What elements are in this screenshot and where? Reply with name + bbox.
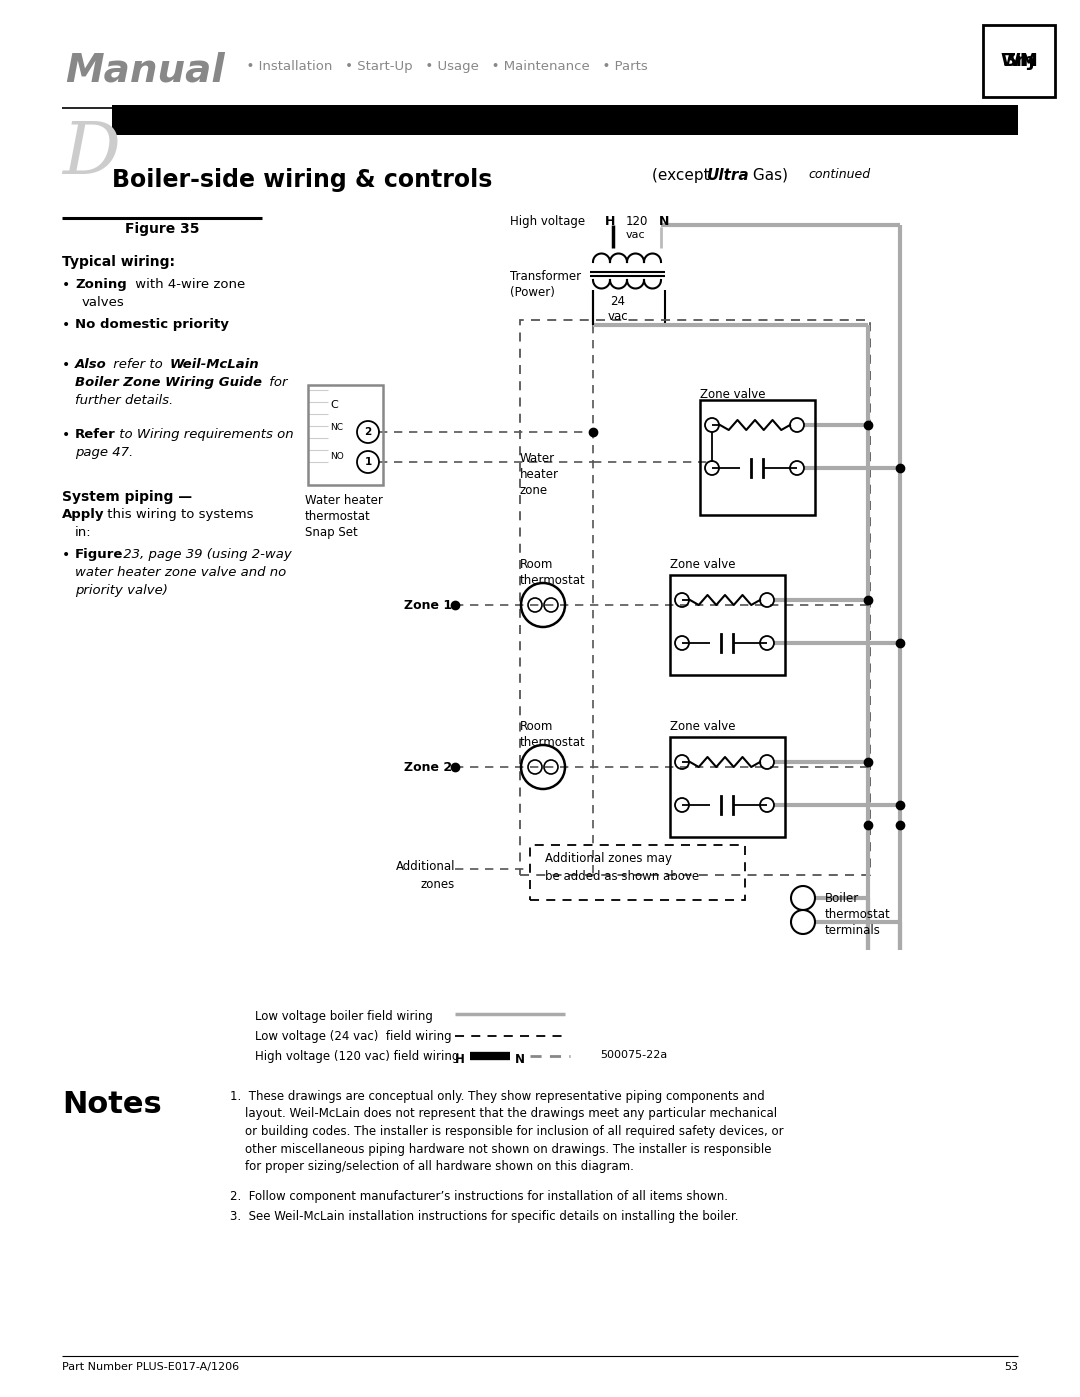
Text: •: • — [62, 427, 75, 441]
Text: with 4-wire zone: with 4-wire zone — [131, 278, 245, 291]
Text: (Power): (Power) — [510, 286, 555, 299]
Text: be added as shown above: be added as shown above — [545, 870, 699, 883]
Text: thermostat: thermostat — [519, 574, 585, 587]
Circle shape — [357, 420, 379, 443]
Text: terminals: terminals — [825, 923, 881, 937]
Text: Manual: Manual — [65, 52, 225, 89]
Text: Water heater: Water heater — [305, 495, 383, 507]
Text: H: H — [605, 215, 616, 228]
Text: Zone 1: Zone 1 — [404, 598, 453, 612]
Text: NC: NC — [330, 423, 343, 432]
Text: C: C — [330, 400, 338, 409]
Text: • Installation   • Start-Up   • Usage   • Maintenance   • Parts: • Installation • Start-Up • Usage • Main… — [238, 60, 648, 73]
Bar — [700, 400, 815, 515]
Bar — [308, 386, 383, 485]
Text: 2: 2 — [364, 427, 372, 437]
Text: Water: Water — [519, 453, 555, 465]
Text: Room: Room — [519, 719, 553, 733]
Text: 53: 53 — [1004, 1362, 1018, 1372]
Text: Boiler: Boiler — [825, 893, 860, 905]
Circle shape — [791, 886, 815, 909]
Text: refer to: refer to — [109, 358, 167, 372]
Text: Ultra: Ultra — [707, 168, 750, 183]
Circle shape — [791, 909, 815, 935]
Text: D: D — [62, 117, 120, 189]
Text: heater: heater — [519, 468, 559, 481]
Text: N: N — [515, 1053, 525, 1066]
Text: •: • — [62, 548, 75, 562]
Text: Refer: Refer — [75, 427, 116, 441]
Text: Room: Room — [519, 557, 553, 571]
Text: thermostat: thermostat — [519, 736, 585, 749]
Text: Boiler-side wiring & controls: Boiler-side wiring & controls — [112, 168, 492, 191]
Text: Boiler Zone Wiring Guide: Boiler Zone Wiring Guide — [75, 376, 262, 388]
Text: Ʒɱ: Ʒɱ — [1002, 52, 1036, 70]
Text: zones: zones — [421, 877, 455, 891]
Text: 120: 120 — [626, 215, 648, 228]
Text: Additional zones may: Additional zones may — [545, 852, 672, 865]
Bar — [670, 738, 785, 837]
Text: •: • — [62, 358, 75, 372]
Text: Zone valve: Zone valve — [670, 557, 735, 571]
Text: thermostat: thermostat — [825, 908, 891, 921]
Bar — [112, 105, 1018, 136]
Text: •: • — [62, 278, 75, 292]
Text: N: N — [659, 215, 670, 228]
Text: Zone valve: Zone valve — [670, 719, 735, 733]
Text: High voltage (120 vac) field wiring: High voltage (120 vac) field wiring — [255, 1051, 459, 1063]
Text: zone: zone — [519, 483, 549, 497]
Text: Figure: Figure — [75, 548, 123, 562]
Text: 2.  Follow component manufacturer’s instructions for installation of all items s: 2. Follow component manufacturer’s instr… — [230, 1190, 728, 1203]
Text: vac: vac — [608, 310, 629, 323]
Bar — [670, 576, 785, 675]
Text: •: • — [62, 319, 75, 332]
Text: this wiring to systems: this wiring to systems — [103, 509, 254, 521]
Text: Low voltage boiler field wiring: Low voltage boiler field wiring — [255, 1010, 433, 1023]
Text: Zone 2: Zone 2 — [404, 760, 453, 774]
Text: H: H — [455, 1053, 464, 1066]
Text: Apply: Apply — [62, 509, 105, 521]
Text: WM: WM — [1000, 52, 1038, 70]
Text: priority valve): priority valve) — [75, 584, 167, 597]
Circle shape — [357, 451, 379, 474]
Text: Typical wiring:: Typical wiring: — [62, 256, 175, 270]
Text: NO: NO — [330, 453, 343, 461]
Text: Transformer: Transformer — [510, 270, 581, 284]
Text: further details.: further details. — [75, 394, 173, 407]
Bar — [519, 320, 870, 875]
Text: 1.  These drawings are conceptual only. They show representative piping componen: 1. These drawings are conceptual only. T… — [230, 1090, 784, 1173]
Text: Notes: Notes — [62, 1090, 162, 1119]
Text: to Wiring requirements on: to Wiring requirements on — [114, 427, 294, 441]
Text: Zoning: Zoning — [75, 278, 126, 291]
Text: Gas): Gas) — [748, 168, 788, 183]
Bar — [530, 845, 745, 900]
Text: 3.  See Weil-McLain installation instructions for specific details on installing: 3. See Weil-McLain installation instruct… — [230, 1210, 739, 1222]
Text: No domestic priority: No domestic priority — [75, 319, 229, 331]
Text: valves: valves — [82, 296, 125, 309]
Text: thermostat: thermostat — [305, 510, 370, 522]
Text: Zone valve: Zone valve — [700, 388, 766, 401]
Text: Additional: Additional — [395, 861, 455, 873]
Text: Figure 35: Figure 35 — [125, 222, 199, 236]
Text: Low voltage (24 vac)  field wiring: Low voltage (24 vac) field wiring — [255, 1030, 451, 1044]
Text: Also: Also — [75, 358, 107, 372]
Text: water heater zone valve and no: water heater zone valve and no — [75, 566, 286, 578]
Text: Snap Set: Snap Set — [305, 527, 357, 539]
Text: 23, page 39 (using 2-way: 23, page 39 (using 2-way — [119, 548, 292, 562]
Text: continued: continued — [808, 168, 870, 182]
Text: 1: 1 — [364, 457, 372, 467]
Text: for: for — [265, 376, 287, 388]
Text: System piping —: System piping — — [62, 490, 192, 504]
Text: page 47.: page 47. — [75, 446, 133, 460]
Text: (except: (except — [652, 168, 715, 183]
Text: High voltage: High voltage — [510, 215, 585, 228]
Text: 24: 24 — [610, 295, 625, 307]
Text: vac: vac — [626, 231, 646, 240]
Text: in:: in: — [75, 527, 92, 539]
Bar — [983, 25, 1055, 96]
Text: Part Number PLUS-E017-A/1206: Part Number PLUS-E017-A/1206 — [62, 1362, 239, 1372]
Text: Weil-McLain: Weil-McLain — [170, 358, 259, 372]
Text: 500075-22a: 500075-22a — [600, 1051, 667, 1060]
